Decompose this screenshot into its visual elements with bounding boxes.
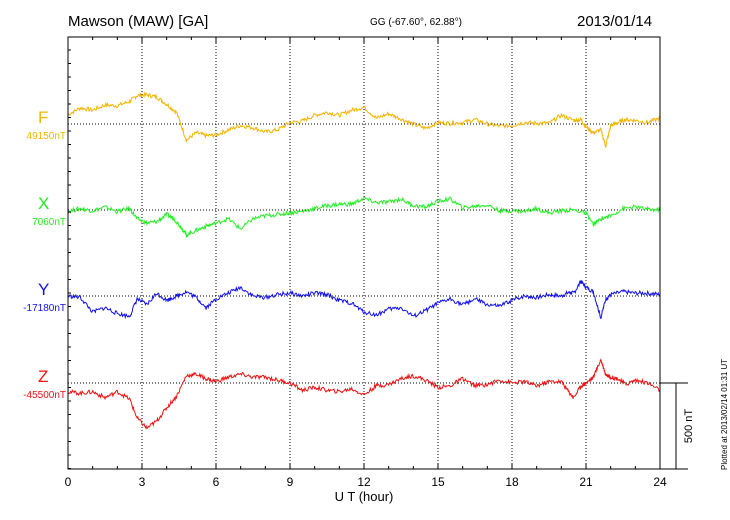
scale-bar-label: 500 nT (683, 409, 695, 444)
series-baseline-label-x: 7060nT (32, 217, 66, 228)
series-name-z: Z (38, 367, 49, 386)
plot-date: 2013/01/14 (577, 13, 653, 30)
series-baseline-label-y: -17180nT (23, 303, 66, 314)
station-coordinates: GG (-67.60°, 62.88°) (370, 17, 462, 28)
series-name-f: F (38, 108, 49, 127)
series-line-z (67, 358, 661, 430)
x-tick-label: 21 (579, 475, 593, 489)
x-tick-label: 15 (431, 475, 445, 489)
x-axis-label: U T (hour) (335, 489, 394, 504)
x-axis-ticks: 0 3 6 9 12 15 18 21 24 (65, 37, 667, 489)
grid-lines (141, 37, 587, 469)
series-line-x (67, 195, 661, 239)
x-tick-label: 6 (213, 475, 220, 489)
series-lines (67, 91, 661, 430)
series-baseline-label-z: -45500nT (23, 390, 66, 401)
series-line-f (67, 91, 661, 148)
x-tick-label: 18 (505, 475, 519, 489)
x-tick-label: 9 (287, 475, 294, 489)
x-tick-label: 24 (653, 475, 667, 489)
series-name-x: X (38, 194, 50, 213)
x-tick-label: 3 (139, 475, 146, 489)
x-tick-label: 12 (357, 475, 371, 489)
series-baseline-label-f: 49150nT (26, 131, 66, 142)
scale-bar: 500 nT (660, 382, 695, 470)
x-tick-label: 0 (65, 475, 72, 489)
series-line-y (67, 279, 661, 320)
series-name-y: Y (38, 280, 50, 299)
station-title: Mawson (MAW) [GA] (68, 13, 209, 30)
